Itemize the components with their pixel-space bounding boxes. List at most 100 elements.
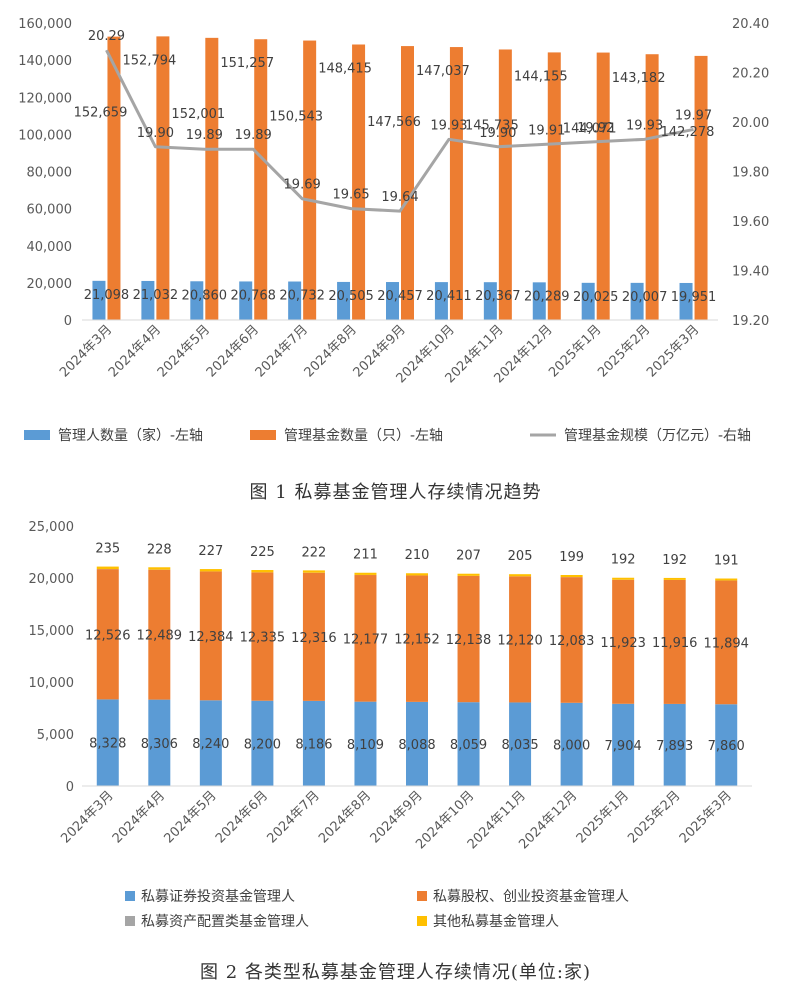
- bar-securities: [715, 704, 738, 786]
- legend-swatch-managers: [24, 430, 50, 440]
- y-left-tick-label: 40,000: [27, 240, 73, 255]
- label-securities: 8,240: [192, 737, 229, 752]
- x-tick-label: 2024年8月: [316, 788, 374, 846]
- label-funds: 145,735: [465, 118, 519, 133]
- bar-equity: [715, 580, 738, 705]
- label-securities: 8,035: [501, 738, 538, 753]
- chart-1: 020,00040,00060,00080,000100,000120,0001…: [18, 17, 769, 444]
- label-funds: 152,659: [74, 106, 128, 121]
- bar-securities: [457, 702, 480, 786]
- y-right-tick-label: 19.20: [732, 314, 769, 329]
- bar-equity: [96, 569, 119, 700]
- bar-funds: [352, 44, 366, 320]
- bar-funds: [303, 40, 317, 320]
- label-managers: 20,007: [622, 290, 668, 305]
- x-tick-label: 2024年3月: [58, 788, 116, 846]
- legend-swatch-other: [417, 916, 427, 926]
- y-right-tick-label: 19.80: [732, 166, 769, 181]
- legend-label-other: 其他私募基金管理人: [433, 913, 559, 930]
- label-securities: 7,893: [656, 739, 693, 754]
- label-equity: 12,526: [85, 628, 131, 643]
- label-equity: 11,894: [703, 636, 749, 651]
- bar-funds: [107, 36, 121, 320]
- bar-securities: [663, 703, 686, 786]
- y-right-tick-label: 19.40: [732, 265, 769, 280]
- y-tick-label: 15,000: [29, 624, 75, 639]
- bar-securities: [560, 702, 583, 786]
- legend-label-scale: 管理基金规模（万亿元）-右轴: [564, 427, 751, 444]
- label-scale: 19.93: [626, 118, 663, 133]
- bar-securities: [354, 701, 377, 786]
- bar-funds: [645, 54, 659, 320]
- bar-equity: [560, 577, 583, 703]
- label-securities: 7,904: [605, 739, 642, 754]
- label-scale: 19.91: [528, 123, 565, 138]
- label-scale: 19.90: [479, 126, 516, 141]
- bar-other: [457, 573, 480, 576]
- bar-equity: [612, 579, 635, 704]
- bar-other: [715, 578, 738, 581]
- y-left-tick-label: 60,000: [27, 203, 73, 218]
- label-equity: 12,335: [240, 631, 286, 646]
- label-securities: 8,088: [398, 738, 435, 753]
- label-funds: 144,155: [514, 69, 568, 84]
- x-tick-label: 2024年6月: [213, 788, 271, 846]
- y-right-tick-label: 19.60: [732, 215, 769, 230]
- label-securities: 8,000: [553, 738, 590, 753]
- bar-other: [96, 566, 119, 570]
- label-funds: 152,794: [123, 53, 177, 68]
- label-other: 225: [250, 545, 275, 560]
- bar-other: [612, 577, 635, 580]
- bar-funds: [449, 47, 463, 321]
- label-managers: 20,025: [573, 290, 619, 305]
- label-managers: 20,411: [426, 289, 472, 304]
- y-tick-label: 0: [66, 780, 74, 795]
- label-managers: 20,289: [524, 289, 570, 304]
- x-tick-label: 2025年3月: [677, 788, 735, 846]
- bar-other: [560, 574, 583, 578]
- bar-funds: [547, 52, 561, 320]
- label-scale: 19.89: [186, 128, 223, 143]
- bar-equity: [354, 575, 377, 702]
- bar-securities: [612, 703, 635, 786]
- y-tick-label: 10,000: [29, 676, 75, 691]
- label-securities: 8,328: [89, 737, 126, 752]
- y-left-tick-label: 100,000: [18, 128, 72, 143]
- label-equity: 12,489: [137, 629, 183, 644]
- bar-managers: [386, 282, 399, 320]
- label-securities: 8,186: [295, 737, 332, 752]
- bar-other: [663, 577, 686, 580]
- label-scale: 19.89: [235, 128, 272, 143]
- y-left-tick-label: 120,000: [18, 91, 72, 106]
- label-other: 222: [302, 545, 327, 560]
- bar-managers: [92, 280, 106, 320]
- legend-label-managers: 管理人数量（家）-左轴: [58, 427, 203, 444]
- bar-managers: [434, 282, 448, 320]
- label-securities: 8,059: [450, 738, 487, 753]
- bar-funds: [401, 46, 414, 320]
- bar-other: [509, 574, 532, 577]
- label-securities: 8,109: [347, 738, 384, 753]
- legend-label-equity: 私募股权、创业投资基金管理人: [433, 888, 629, 905]
- y-tick-label: 5,000: [37, 728, 74, 743]
- bar-equity: [457, 575, 480, 703]
- bar-funds: [156, 36, 170, 321]
- label-equity: 12,152: [394, 633, 440, 648]
- figure-2-caption: 图 2 各类型私募基金管理人存续情况(单位:家): [199, 962, 591, 983]
- label-managers: 21,032: [133, 288, 179, 303]
- label-scale: 19.90: [137, 126, 174, 141]
- bar-equity: [663, 579, 686, 704]
- bar-managers: [337, 281, 351, 320]
- chart-2: 0 5,000 10,000 15,000 20,000 25,000 8,328 12,52…: [29, 520, 752, 930]
- label-other: 210: [405, 548, 430, 563]
- label-managers: 20,860: [182, 288, 228, 303]
- y-left-tick-label: 0: [64, 314, 72, 329]
- legend-label-asset-allocation: 私募资产配置类基金管理人: [141, 913, 309, 930]
- bar-securities: [406, 701, 428, 786]
- label-scale: 19.93: [430, 118, 467, 133]
- bar-securities: [302, 700, 325, 786]
- bar-funds: [694, 55, 708, 321]
- bar-securities: [96, 699, 119, 786]
- label-scale: 19.64: [381, 190, 418, 205]
- bar-other: [148, 567, 171, 570]
